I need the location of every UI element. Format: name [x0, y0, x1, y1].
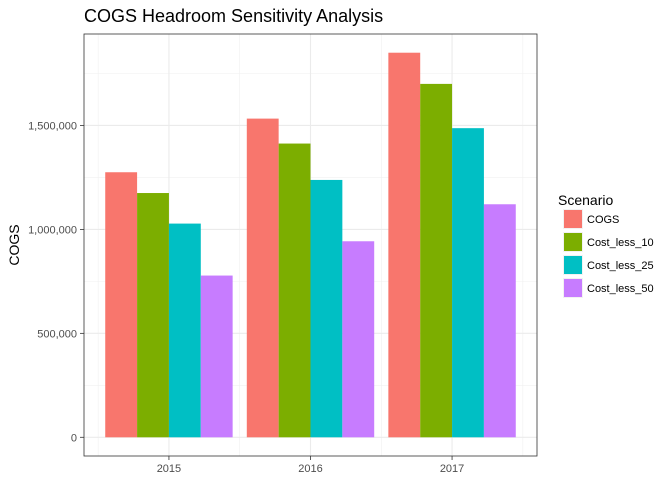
legend-title: Scenario: [558, 192, 613, 208]
bar: [483, 204, 516, 438]
legend-key: [564, 279, 582, 297]
x-tick-label: 2017: [440, 463, 464, 475]
bar: [137, 193, 169, 438]
bars-group: [105, 52, 516, 438]
x-tick-label: 2016: [298, 463, 322, 475]
legend-label: Cost_less_25: [587, 260, 654, 272]
bar: [310, 179, 343, 438]
y-tick-label: 1,500,000: [28, 120, 77, 132]
y-tick-label: 500,000: [37, 328, 77, 340]
legend-key: [564, 210, 582, 228]
x-tick-label: 2015: [157, 463, 181, 475]
y-axis-ticks: 0 500,000 1,000,000 1,500,000: [28, 120, 84, 444]
x-axis-ticks: 2015 2016 2017: [157, 456, 464, 475]
legend-label: Cost_less_10: [587, 237, 654, 249]
bar: [342, 241, 375, 438]
y-axis-title: COGS: [6, 224, 22, 265]
bar: [420, 83, 453, 438]
legend: COGS Cost_less_10 Cost_less_25 Cost_less_50: [563, 209, 654, 298]
bar: [200, 275, 233, 438]
bar: [452, 128, 484, 438]
bar: [278, 143, 311, 438]
bar: [105, 172, 138, 438]
legend-key: [564, 256, 582, 274]
bar: [388, 52, 421, 438]
legend-label: COGS: [587, 214, 619, 226]
bar: [246, 118, 279, 438]
y-tick-label: 1,000,000: [28, 224, 77, 236]
legend-key: [564, 233, 582, 251]
chart-title: COGS Headroom Sensitivity Analysis: [84, 6, 383, 26]
y-tick-label: 0: [71, 432, 77, 444]
bar: [168, 223, 201, 438]
legend-label: Cost_less_50: [587, 283, 654, 295]
